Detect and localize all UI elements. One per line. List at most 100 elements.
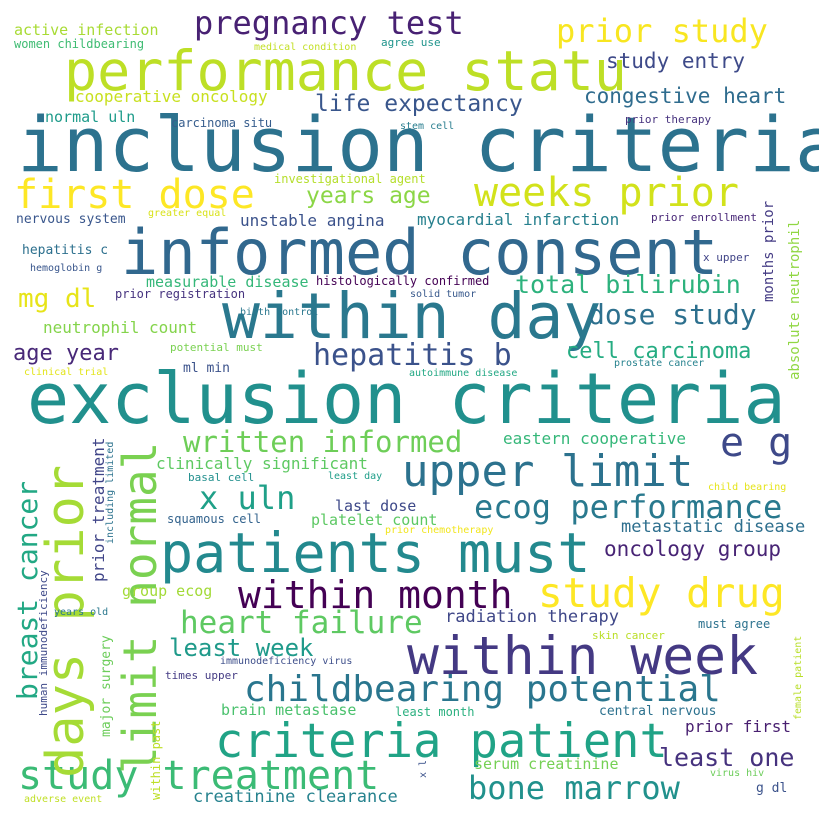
word: human immunodeficiency xyxy=(37,570,50,716)
word: within week xyxy=(407,626,758,687)
word: g dl xyxy=(756,781,788,796)
word: platelet count xyxy=(311,511,438,529)
word: least week xyxy=(169,634,314,662)
word: measurable disease xyxy=(146,273,309,291)
word: within past xyxy=(149,720,163,800)
word: within day xyxy=(222,280,602,353)
word: childbearing potential xyxy=(244,669,721,710)
word: age year xyxy=(13,341,119,366)
word: birth control xyxy=(240,307,319,318)
word: ecog performance xyxy=(474,488,783,526)
word: least month xyxy=(395,705,475,719)
word: neutrophil count xyxy=(43,318,198,337)
word: dose study xyxy=(588,298,757,331)
word: nervous system xyxy=(16,212,126,227)
word: prior registration xyxy=(115,287,246,301)
word: absolute neutrophil xyxy=(787,219,803,380)
word: prior first xyxy=(685,717,791,736)
word: ml min xyxy=(183,361,230,376)
word: life expectancy xyxy=(315,91,523,117)
word: mg dl xyxy=(18,284,97,314)
word: patients must xyxy=(160,521,591,585)
word: squamous cell xyxy=(167,512,261,526)
word: normal uln xyxy=(45,108,136,126)
word: unstable angina xyxy=(240,211,385,230)
word: creatinine clearance xyxy=(193,787,398,807)
word: cell carcinoma xyxy=(566,339,752,364)
word: x l xyxy=(418,759,429,778)
word: x uln xyxy=(199,479,296,517)
word: adverse event xyxy=(24,794,103,805)
word: least one xyxy=(659,743,795,772)
word: serum creatinine xyxy=(474,755,619,773)
word: e g xyxy=(720,420,793,466)
word: myocardial infarction xyxy=(417,210,620,229)
word: must agree xyxy=(698,617,771,631)
word: bone marrow xyxy=(468,769,680,807)
word: female patient xyxy=(793,635,804,720)
word: group ecog xyxy=(122,582,213,600)
word: virus hiv xyxy=(710,768,765,779)
word: x upper xyxy=(703,251,750,264)
word: criteria patient xyxy=(215,714,668,769)
word: hepatitis c xyxy=(22,243,109,258)
word: least day xyxy=(328,471,383,482)
word: eastern cooperative xyxy=(503,429,687,448)
word: stem cell xyxy=(400,121,455,132)
word: times upper xyxy=(165,669,238,682)
word: last dose xyxy=(335,497,417,515)
word: child bearing xyxy=(708,482,787,493)
word: within month xyxy=(238,573,513,617)
word: immunodeficiency virus xyxy=(220,656,353,667)
word: oncology group xyxy=(604,537,782,561)
word: years old xyxy=(54,607,109,618)
word: prostate cancer xyxy=(614,358,705,369)
word: skin cancer xyxy=(592,629,665,642)
word: cooperative oncology xyxy=(75,87,268,106)
word: potential must xyxy=(170,341,263,354)
word: prior therapy xyxy=(625,113,712,126)
word: including limited xyxy=(105,441,116,544)
word: study treatment xyxy=(18,753,380,799)
word: clinically significant xyxy=(156,454,368,473)
word: performance statu xyxy=(64,39,627,103)
word: exclusion criteria xyxy=(27,358,786,440)
word: prior study xyxy=(556,12,768,50)
word: written informed xyxy=(183,425,463,459)
word: metastatic disease xyxy=(621,517,806,537)
word: greater equal xyxy=(148,208,227,219)
word: radiation therapy xyxy=(445,607,619,627)
word: autoimmune disease xyxy=(409,368,518,379)
word: pregnancy test xyxy=(194,4,464,42)
word: years age xyxy=(306,183,431,209)
word: hepatitis b xyxy=(313,338,512,373)
word: brain metastase xyxy=(221,701,357,719)
word: clinical trial xyxy=(24,367,109,378)
word: histologically confirmed xyxy=(316,274,490,288)
word: prior chemotherapy xyxy=(385,525,494,536)
word: upper limit xyxy=(402,446,694,497)
word: weeks prior xyxy=(474,170,739,216)
word: hemoglobin g xyxy=(30,263,103,274)
word: carcinoma situ xyxy=(171,116,273,130)
word: informed consent xyxy=(121,216,719,289)
word: heart failure xyxy=(180,605,423,641)
word: months prior xyxy=(761,200,777,302)
word: first dose xyxy=(14,172,255,218)
word: solid tumor xyxy=(410,289,477,300)
word: women childbearing xyxy=(14,37,145,51)
word: inclusion criteria xyxy=(17,100,819,189)
word: investigational agent xyxy=(274,172,426,186)
word: central nervous xyxy=(599,704,717,719)
word: medical condition xyxy=(254,42,357,53)
word: study entry xyxy=(606,49,746,73)
word: study drug xyxy=(538,569,785,617)
word: prior enrollment xyxy=(651,211,757,224)
word: active infection xyxy=(14,21,159,39)
word: total bilirubin xyxy=(515,270,741,299)
word: basal cell xyxy=(188,471,255,484)
word: congestive heart xyxy=(584,84,787,108)
word: major surgery xyxy=(99,635,114,737)
word: agree use xyxy=(381,36,441,49)
